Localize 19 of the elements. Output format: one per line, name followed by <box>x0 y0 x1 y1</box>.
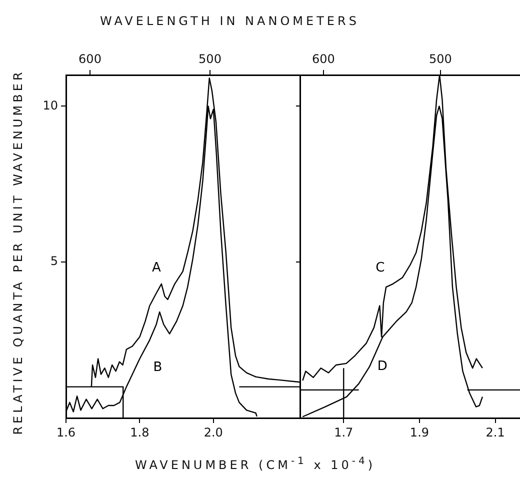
x2-tick-label: 500 <box>428 52 452 66</box>
annotation: C <box>376 260 385 276</box>
x2-tick-label: 600 <box>78 52 102 66</box>
x2-tick-label: 500 <box>198 52 222 66</box>
annotation: A <box>152 260 161 276</box>
annotation: D <box>377 359 388 374</box>
x-tick-label: 2.1 <box>486 425 505 440</box>
x2-tick-label: 600 <box>312 52 335 66</box>
x-tick-label: 2.0 <box>204 425 223 440</box>
x-tick-label: 1.8 <box>130 425 150 440</box>
x2-axis-title: WAVELENGTH IN NANOMETERS <box>100 14 360 28</box>
y-axis-title: RELATIVE QUANTA PER UNIT WAVENUMBER <box>11 68 25 437</box>
x-tick-label: 1.6 <box>56 425 76 440</box>
x-axis-title: WAVENUMBER (CM$^{-1}$ x 10$^{-4}$) <box>135 456 376 472</box>
y-tick-label: 5 <box>50 254 58 268</box>
x-tick-label: 1.7 <box>334 425 354 440</box>
y-tick-label: 10 <box>42 98 58 112</box>
annotation: B <box>153 360 162 376</box>
x-tick-label: 1.9 <box>410 425 430 440</box>
